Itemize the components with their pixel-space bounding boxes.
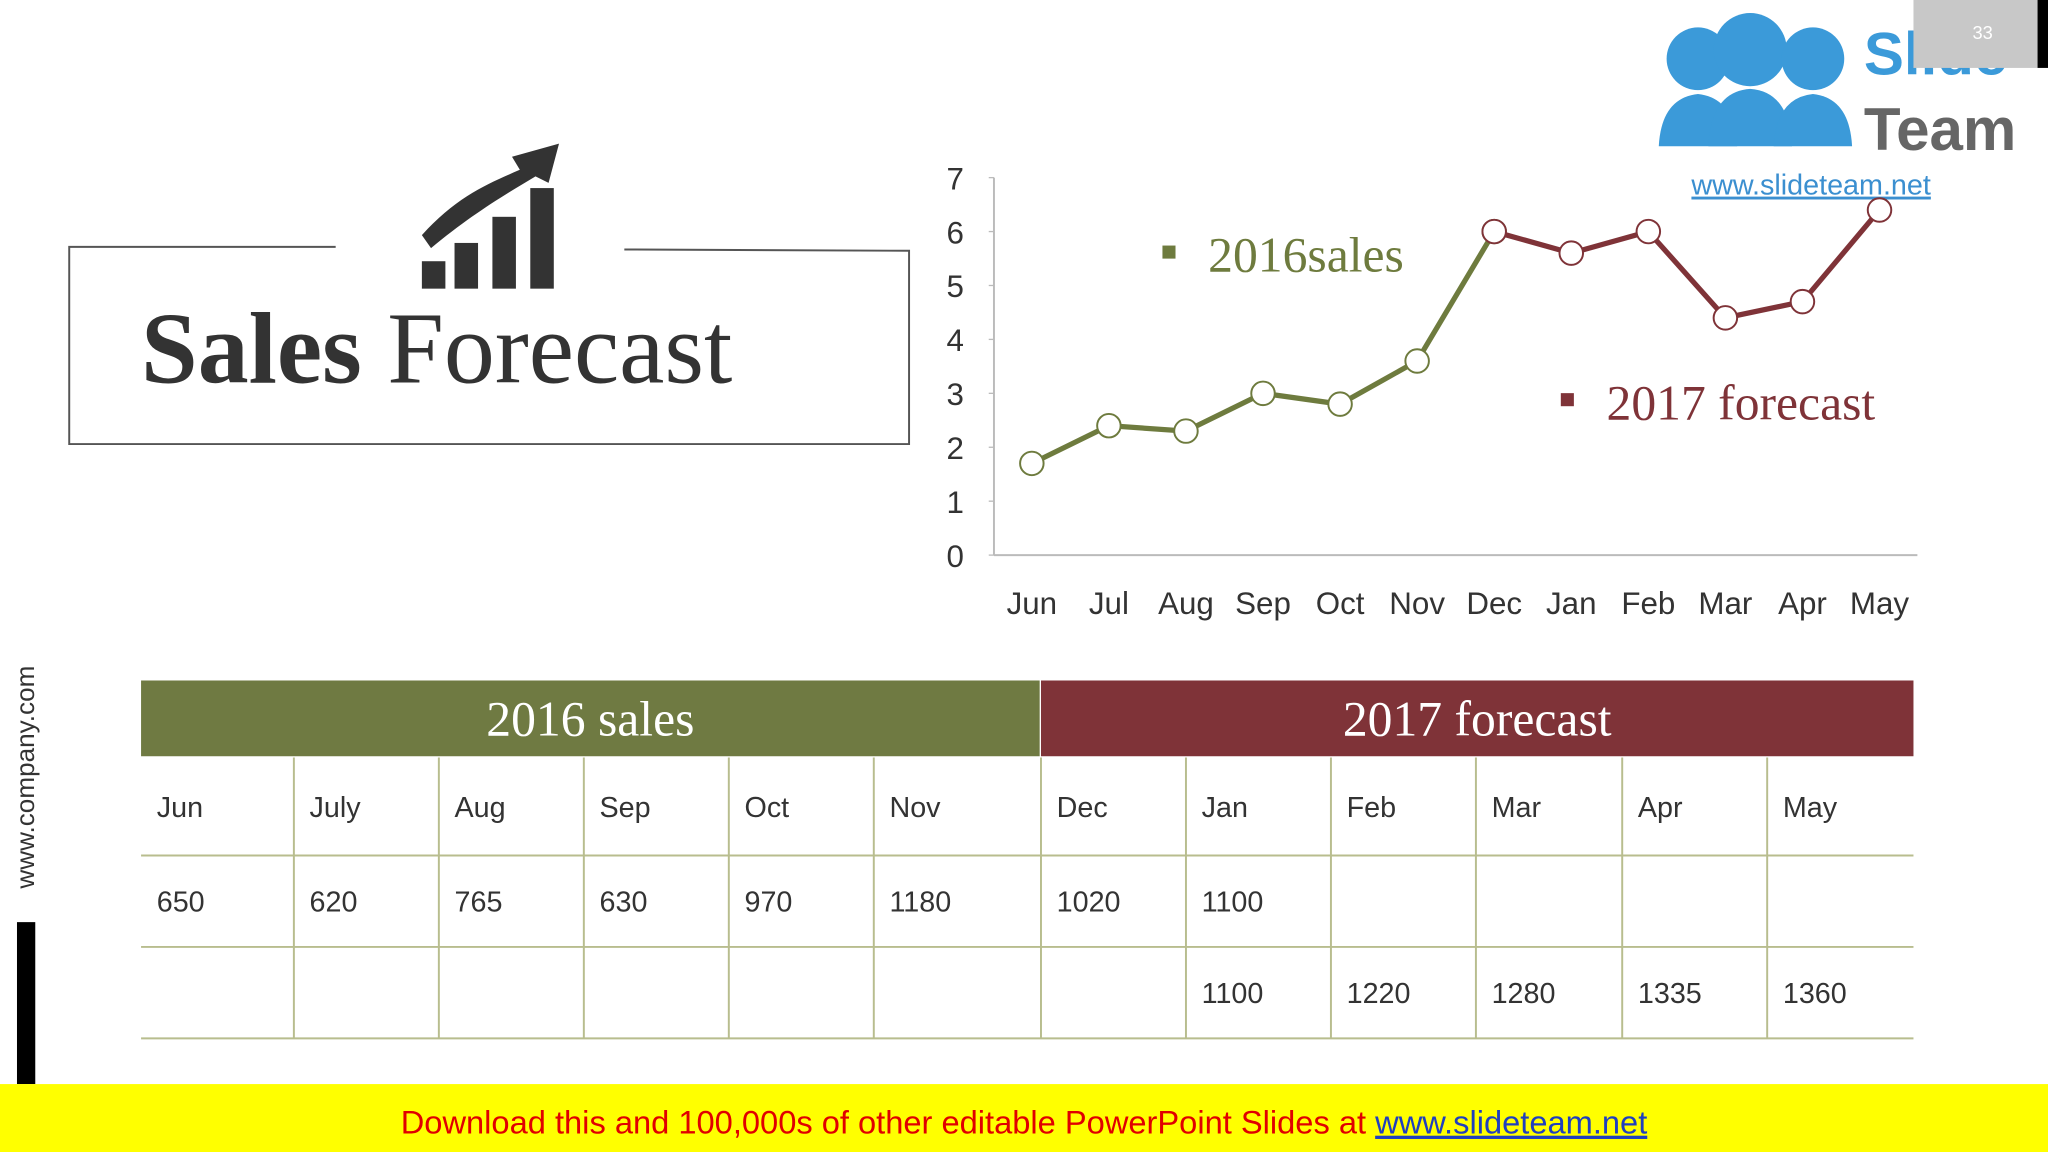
footer-text: Download this and 100,000s of other edit…	[401, 1104, 1648, 1141]
data-point	[1250, 380, 1276, 407]
x-tick-label: Mar	[1698, 586, 1752, 621]
table-cell: 1335	[1638, 978, 1702, 1010]
table-cell: 970	[744, 887, 792, 919]
footer-band	[0, 1084, 2048, 1152]
y-tick-label: 0	[946, 539, 963, 574]
data-table: 2016 sales 2017 forecast Jun July Aug Sep Oct N…	[141, 680, 1914, 1040]
data-point	[1558, 240, 1584, 266]
data-point	[1866, 197, 1893, 223]
title-bold: Sales	[141, 293, 362, 406]
x-tick-label: Nov	[1389, 586, 1445, 621]
table-header-cell: Oct	[744, 792, 789, 824]
y-tick-label: 6	[946, 215, 963, 250]
table-cell: 1180	[889, 887, 951, 919]
logo-word2: Team	[1864, 96, 2016, 163]
table-header-cell: May	[1783, 792, 1838, 824]
group-header	[1040, 680, 1914, 757]
slide-title: Sales Forecast	[141, 293, 732, 406]
series-line	[1493, 208, 1882, 321]
table-header-cell: Mar	[1492, 792, 1542, 824]
data-point	[1019, 450, 1045, 477]
x-tick-label: Jan	[1546, 586, 1597, 621]
data-point	[1481, 218, 1507, 245]
x-tick-label: Jul	[1089, 586, 1129, 621]
y-tick-label: 3	[946, 377, 963, 412]
data-point	[1173, 418, 1199, 444]
chart-icon	[421, 143, 560, 289]
table-header-cell: Feb	[1347, 792, 1397, 824]
table-header-cell: Dec	[1057, 792, 1108, 824]
data-point	[1712, 305, 1739, 331]
table-cell: 1220	[1347, 978, 1411, 1010]
legend-swatch	[1162, 245, 1176, 259]
table-header-cell: Nov	[889, 792, 941, 824]
title-frame	[68, 245, 911, 446]
x-tick-label: Oct	[1316, 586, 1365, 621]
table-header-cell: July	[310, 792, 362, 824]
y-tick-label: 2	[946, 431, 963, 466]
x-tick-label: Aug	[1158, 586, 1214, 621]
page-number: 33	[1973, 22, 1993, 43]
y-tick-label: 4	[946, 323, 963, 358]
table-header-cell: Jan	[1202, 792, 1248, 824]
table-header-cell: Apr	[1638, 792, 1683, 824]
footer-link[interactable]: www.slideteam.net	[1374, 1104, 1647, 1141]
x-tick-label: Feb	[1621, 586, 1675, 621]
table-header-cell: Jun	[157, 792, 203, 824]
table-cell: 1100	[1202, 978, 1264, 1010]
x-tick-label: Sep	[1235, 586, 1291, 621]
logo-people	[1658, 13, 1853, 147]
data-point	[1404, 348, 1430, 374]
page-number-box	[1913, 0, 2038, 68]
corner-bar	[2037, 0, 2048, 68]
title-rest: Forecast	[387, 293, 732, 406]
y-tick-label: 5	[946, 269, 963, 304]
legend-label: 2017 forecast	[1607, 375, 1876, 430]
side-bar	[16, 922, 36, 1085]
data-point	[1789, 288, 1816, 315]
data-point	[1635, 218, 1662, 245]
table-cell: 1100	[1202, 887, 1264, 919]
legend-label: 2016sales	[1208, 228, 1404, 283]
y-tick-label: 1	[946, 485, 963, 520]
x-tick-label: May	[1850, 586, 1910, 621]
table-cell: 1280	[1492, 978, 1556, 1010]
table-cell: 630	[600, 887, 648, 919]
logo-url[interactable]: www.slideteam.net	[1690, 170, 1930, 202]
table-header-cell: Aug	[455, 792, 506, 824]
data-point	[1096, 412, 1122, 439]
x-tick-label: Jun	[1007, 586, 1058, 621]
line-chart: 0 1 2 3 4 5 6 7 Jun Jul Aug Sep Oct Nov Dec Jan Feb Mar Ap…	[946, 161, 1918, 621]
table-cell: 620	[310, 887, 358, 919]
legend-swatch	[1560, 393, 1574, 407]
x-tick-label: Apr	[1778, 586, 1827, 621]
footer-message: Download this and 100,000s of other edit…	[401, 1104, 1375, 1141]
table-cell: 1020	[1057, 887, 1121, 919]
table-cell: 765	[455, 887, 503, 919]
group-header-label: 2017 forecast	[1343, 691, 1612, 746]
data-point	[1327, 391, 1353, 417]
table-header-cell: Sep	[600, 792, 651, 824]
group-header	[141, 680, 1040, 757]
table-cell: 650	[157, 887, 205, 919]
y-tick-label: 7	[946, 161, 963, 196]
side-url: www.company.com	[10, 666, 40, 890]
x-tick-label: Dec	[1466, 586, 1522, 621]
table-cell: 1360	[1783, 978, 1847, 1010]
group-header-label: 2016 sales	[486, 691, 694, 746]
